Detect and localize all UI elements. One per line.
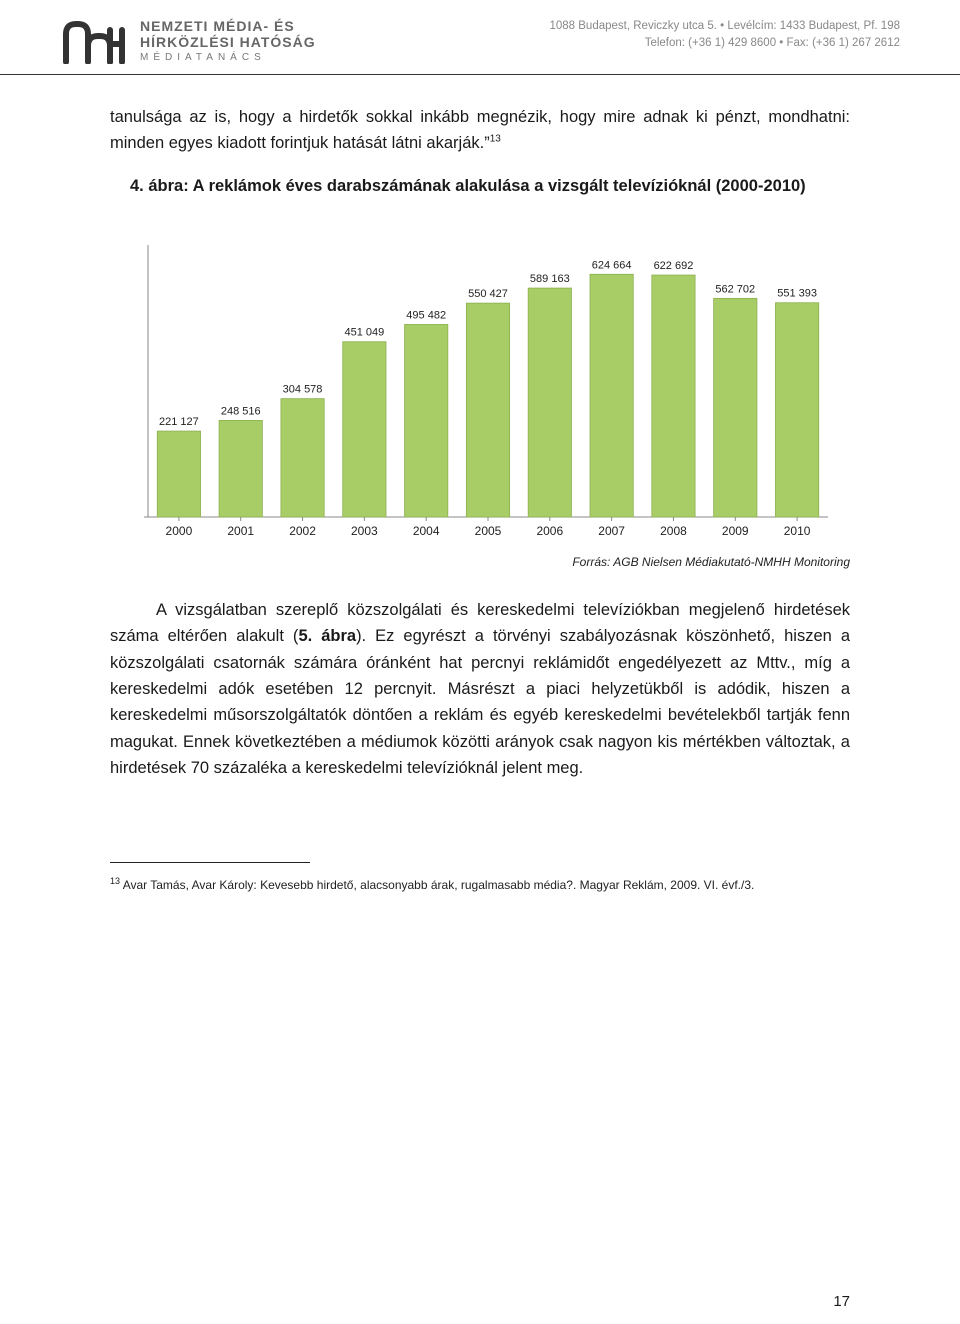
svg-text:221 127: 221 127 — [159, 416, 199, 428]
page-number: 17 — [833, 1293, 850, 1310]
svg-text:589 163: 589 163 — [530, 273, 570, 285]
logo-block: NEMZETI MÉDIA- ÉS HÍRKÖZLÉSI HATÓSÁG MÉD… — [60, 18, 316, 64]
svg-text:2009: 2009 — [722, 524, 749, 538]
svg-text:550 427: 550 427 — [468, 288, 508, 300]
figure-title-text: ábra: A reklámok éves darabszámának alak… — [148, 177, 805, 195]
body-figure-ref: 5. ábra — [298, 627, 356, 645]
footnote-separator — [110, 862, 310, 863]
nmhh-logo-icon — [60, 18, 128, 64]
svg-text:624 664: 624 664 — [592, 259, 632, 271]
footnote-ref-13: 13 — [490, 133, 501, 144]
body-paragraph: A vizsgálatban szereplő közszolgálati és… — [110, 597, 850, 782]
page-content: tanulsága az is, hogy a hirdetők sokkal … — [0, 75, 960, 893]
svg-text:2008: 2008 — [660, 524, 687, 538]
org-name-line3: MÉDIATANÁCS — [140, 52, 316, 63]
footnote-13: 13 Avar Tamás, Avar Károly: Kevesebb hir… — [110, 875, 850, 894]
bar-chart: 221 127 2000 248 516 2001 304 578 2002 451 049… — [110, 217, 850, 547]
svg-text:451 049: 451 049 — [344, 327, 384, 339]
svg-text:551 393: 551 393 — [777, 288, 817, 300]
svg-text:2002: 2002 — [289, 524, 316, 538]
svg-text:562 702: 562 702 — [715, 283, 755, 295]
svg-text:2000: 2000 — [166, 524, 193, 538]
svg-text:2010: 2010 — [784, 524, 811, 538]
svg-text:2006: 2006 — [536, 524, 563, 538]
svg-text:2003: 2003 — [351, 524, 378, 538]
svg-text:304 578: 304 578 — [283, 384, 323, 396]
figure-number: 4. — [130, 177, 148, 195]
address-block: 1088 Budapest, Reviczky utca 5. • Levélc… — [549, 18, 900, 53]
logo-text: NEMZETI MÉDIA- ÉS HÍRKÖZLÉSI HATÓSÁG MÉD… — [140, 18, 316, 63]
svg-text:622 692: 622 692 — [654, 260, 694, 272]
svg-text:495 482: 495 482 — [406, 309, 446, 321]
svg-text:248 516: 248 516 — [221, 405, 261, 417]
org-name-line2: HÍRKÖZLÉSI HATÓSÁG — [140, 34, 316, 50]
address-line2: Telefon: (+36 1) 429 8600 • Fax: (+36 1)… — [549, 35, 900, 52]
svg-text:2004: 2004 — [413, 524, 440, 538]
svg-text:2005: 2005 — [475, 524, 502, 538]
intro-text: tanulsága az is, hogy a hirdetők sokkal … — [110, 108, 850, 152]
footnote-number: 13 — [110, 876, 120, 886]
intro-paragraph: tanulsága az is, hogy a hirdetők sokkal … — [110, 105, 850, 156]
page-header: NEMZETI MÉDIA- ÉS HÍRKÖZLÉSI HATÓSÁG MÉD… — [0, 0, 960, 75]
figure-caption: 4. ábra: A reklámok éves darabszámának a… — [110, 174, 850, 199]
svg-text:2007: 2007 — [598, 524, 625, 538]
address-line1: 1088 Budapest, Reviczky utca 5. • Levélc… — [549, 18, 900, 35]
svg-text:2001: 2001 — [227, 524, 254, 538]
bar-chart-svg: 221 127 2000 248 516 2001 304 578 2002 451 049… — [120, 217, 840, 547]
org-name-line1: NEMZETI MÉDIA- ÉS — [140, 18, 316, 34]
body-text-suffix: ). Ez egyrészt a törvényi szabályozásnak… — [110, 627, 850, 777]
chart-source: Forrás: AGB Nielsen Médiakutató-NMHH Mon… — [110, 555, 850, 569]
footnote-text: Avar Tamás, Avar Károly: Kevesebb hirdet… — [120, 878, 754, 892]
